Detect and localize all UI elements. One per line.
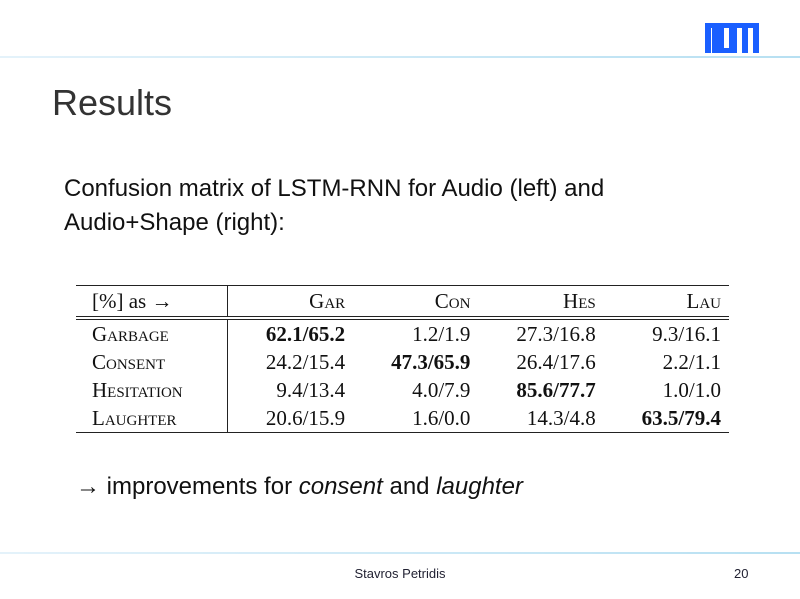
table-cell: 62.1/65.2 — [265, 321, 346, 346]
slide-body: Confusion matrix of LSTM-RNN for Audio (… — [64, 172, 764, 240]
table-row: Consent 24.2/15.4 47.3/65.9 26.4/17.6 2.2/1.… — [76, 348, 729, 376]
row-label: Garbage — [76, 318, 228, 348]
column-header: Con — [353, 285, 479, 320]
table-cell: 1.6/0.0 — [353, 404, 479, 433]
table-cell: 14.3/4.8 — [478, 404, 604, 433]
footer-author: Stavros Petridis — [354, 566, 446, 581]
confusion-matrix-table: [%] as → Gar Con Hes Lau Garbage 62.1/65.2 1.… — [76, 285, 729, 433]
column-header: Hes — [478, 285, 604, 320]
body-line: Audio+Shape (right): — [64, 209, 285, 236]
emphasis: laughter — [436, 473, 523, 500]
conclusion-text: and — [382, 473, 437, 500]
table-cell: 1.0/1.0 — [662, 377, 721, 402]
emphasis: consent — [298, 473, 383, 500]
table-cell: 85.6/77.7 — [516, 377, 596, 402]
body-line: Confusion matrix of LSTM-RNN for Audio (… — [64, 175, 605, 202]
conclusion-text: improvements for — [100, 473, 299, 500]
header-divider — [0, 56, 800, 58]
corner-header: [%] as → — [76, 285, 228, 320]
row-label: Hesitation — [76, 376, 228, 404]
slide-title: Results — [52, 82, 173, 123]
table-header-row: [%] as → Gar Con Hes Lau — [76, 285, 729, 320]
table-cell: 9.4/13.4 — [276, 377, 346, 402]
tum-logo — [705, 23, 759, 58]
table-row: Hesitation 9.4/13.4 4.0/7.9 85.6/77.7 1.0/1.… — [76, 376, 729, 404]
table-cell: 2.2/1.1 — [662, 349, 721, 374]
table-row: Laughter 20.6/15.9 1.6/0.0 14.3/4.8 63.5/79.… — [76, 404, 729, 433]
table-cell: 26.4/17.6 — [516, 349, 596, 374]
table-cell: 1.2/1.9 — [412, 321, 471, 346]
arrow-icon: → — [76, 473, 100, 500]
table-cell: 4.0/7.9 — [412, 377, 471, 402]
table-cell: 20.6/15.9 — [227, 404, 354, 433]
conclusion-bullet: → improvements for consent and laughter — [76, 473, 523, 501]
table-row: Garbage 62.1/65.2 1.2/1.9 27.3/16.8 9.3/16.1 — [76, 318, 729, 348]
table-cell: 63.5/79.4 — [603, 404, 729, 433]
table-cell: 9.3/16.1 — [652, 321, 721, 346]
row-label: Laughter — [76, 404, 228, 433]
table-cell: 47.3/65.9 — [391, 349, 471, 374]
column-header: Gar — [227, 285, 354, 320]
table-cell: 27.3/16.8 — [516, 321, 596, 346]
table-cell: 24.2/15.4 — [265, 349, 346, 374]
row-label: Consent — [76, 348, 228, 376]
footer-divider — [0, 552, 800, 554]
column-header: Lau — [603, 285, 729, 320]
page-number: 20 — [734, 566, 749, 581]
